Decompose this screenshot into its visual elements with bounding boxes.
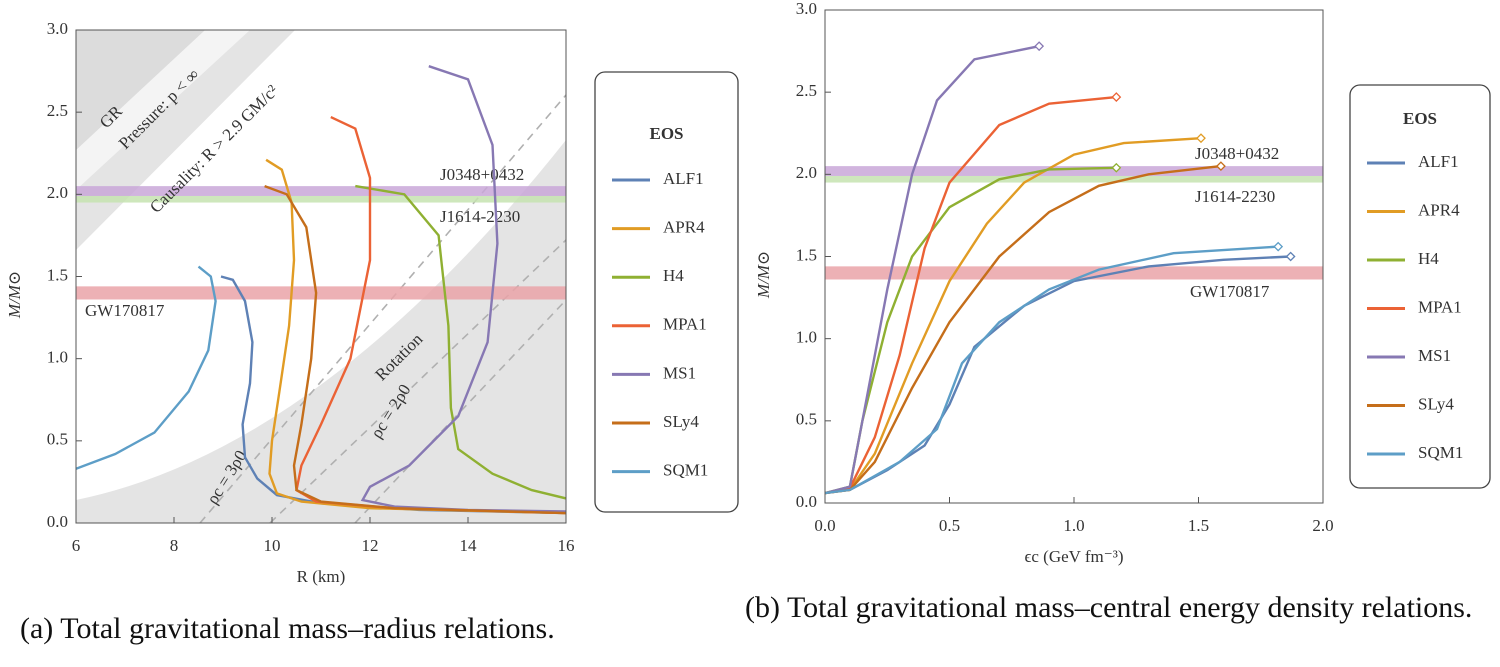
legend-label: MS1	[1418, 346, 1451, 365]
band-label: J1614-2230	[440, 207, 520, 226]
legend-label: H4	[663, 266, 684, 285]
band-label: GW170817	[85, 301, 165, 320]
eos-curve	[76, 265, 217, 470]
y-axis-label: M/M⊙	[5, 271, 24, 319]
endpoint-marker	[1285, 251, 1296, 262]
band-label: GW170817	[1190, 282, 1270, 301]
x-tick-label: 1.5	[1188, 516, 1209, 535]
legend-label: ALF1	[663, 169, 704, 188]
x-tick-label: 16	[558, 536, 575, 555]
legend-label: SQM1	[1418, 443, 1463, 462]
legend-title: EOS	[1403, 109, 1437, 128]
y-tick-label: 0.0	[796, 492, 817, 511]
endpoint-marker	[1111, 162, 1122, 173]
x-tick-label: 8	[170, 536, 179, 555]
legend-label: MPA1	[663, 315, 707, 334]
y-tick-label: 1.0	[796, 328, 817, 347]
measurement-band	[825, 175, 1323, 183]
eos-curve	[825, 166, 1117, 495]
legend-box	[1349, 84, 1491, 489]
x-tick-label: 2.0	[1312, 516, 1333, 535]
y-tick-label: 1.5	[796, 245, 817, 264]
legend-label: SQM1	[663, 461, 708, 480]
eos-curve	[825, 245, 1279, 495]
eos-curve	[825, 137, 1202, 495]
eos-curve	[825, 164, 1222, 495]
y-tick-label: 3.0	[47, 19, 68, 38]
measurement-band	[825, 166, 1323, 176]
y-axis-label: M/M⊙	[754, 251, 773, 299]
rotation-region	[76, 140, 566, 523]
eos-curve	[825, 45, 1040, 495]
legend-label: SLy4	[663, 412, 699, 431]
y-tick-label: 2.0	[47, 183, 68, 202]
x-tick-label: 1.0	[1063, 516, 1084, 535]
eos-curve	[360, 65, 566, 513]
x-tick-label: 6	[72, 536, 81, 555]
measurement-band	[76, 195, 566, 203]
y-tick-label: 1.5	[47, 265, 68, 284]
eos-curve	[825, 95, 1117, 495]
x-tick-label: 0.0	[814, 516, 835, 535]
y-tick-label: 2.5	[47, 101, 68, 120]
legend-label: ALF1	[1418, 152, 1459, 171]
x-axis-label: ϵc (GeV fm⁻³)	[1025, 547, 1124, 566]
legend-label: APR4	[663, 218, 705, 237]
legend-label: H4	[1418, 249, 1439, 268]
x-axis-label: R (km)	[297, 567, 346, 586]
caption: (b) Total gravitational mass–central ene…	[745, 591, 1473, 624]
density-line	[354, 299, 566, 523]
density-line	[199, 94, 566, 523]
measurement-band	[76, 186, 566, 196]
endpoint-marker	[1111, 92, 1122, 103]
band-label: J0348+0432	[1195, 144, 1279, 163]
eos-curve	[355, 184, 566, 500]
y-tick-label: 0.5	[47, 430, 68, 449]
x-tick-label: 10	[264, 536, 281, 555]
endpoint-marker	[1196, 133, 1206, 144]
legend-label: MPA1	[1418, 297, 1462, 316]
y-tick-label: 1.0	[47, 348, 68, 367]
chart: J0348+0432 J1614-2230 GW170817 0.0 0.5 1.0 1.5…	[754, 0, 1491, 566]
y-tick-label: 2.5	[796, 81, 817, 100]
endpoint-marker	[1034, 41, 1045, 52]
y-tick-label: 3.0	[796, 0, 817, 18]
x-tick-label: 12	[362, 536, 379, 555]
gr-region	[76, 30, 205, 150]
legend-title: EOS	[649, 124, 683, 143]
y-tick-label: 0.5	[796, 410, 817, 429]
pressure-region	[76, 30, 250, 190]
legend-label: MS1	[663, 363, 696, 382]
legend-box	[594, 71, 739, 513]
endpoint-marker	[1215, 161, 1226, 172]
caption: (a) Total gravitational mass–radius rela…	[20, 612, 555, 645]
eos-curve	[265, 158, 566, 515]
band-label: J0348+0432	[440, 165, 524, 184]
x-tick-label: 0.5	[939, 516, 960, 535]
legend-label: SLy4	[1418, 394, 1454, 413]
legend-label: APR4	[1418, 200, 1460, 219]
y-tick-label: 2.0	[796, 163, 817, 182]
y-tick-label: 0.0	[47, 512, 68, 531]
plot-frame	[824, 9, 1324, 504]
measurement-band	[825, 266, 1323, 280]
x-tick-label: 14	[460, 536, 478, 555]
band-label: J1614-2230	[1195, 187, 1275, 206]
endpoint-marker	[1273, 241, 1284, 252]
eos-curve	[264, 184, 566, 515]
